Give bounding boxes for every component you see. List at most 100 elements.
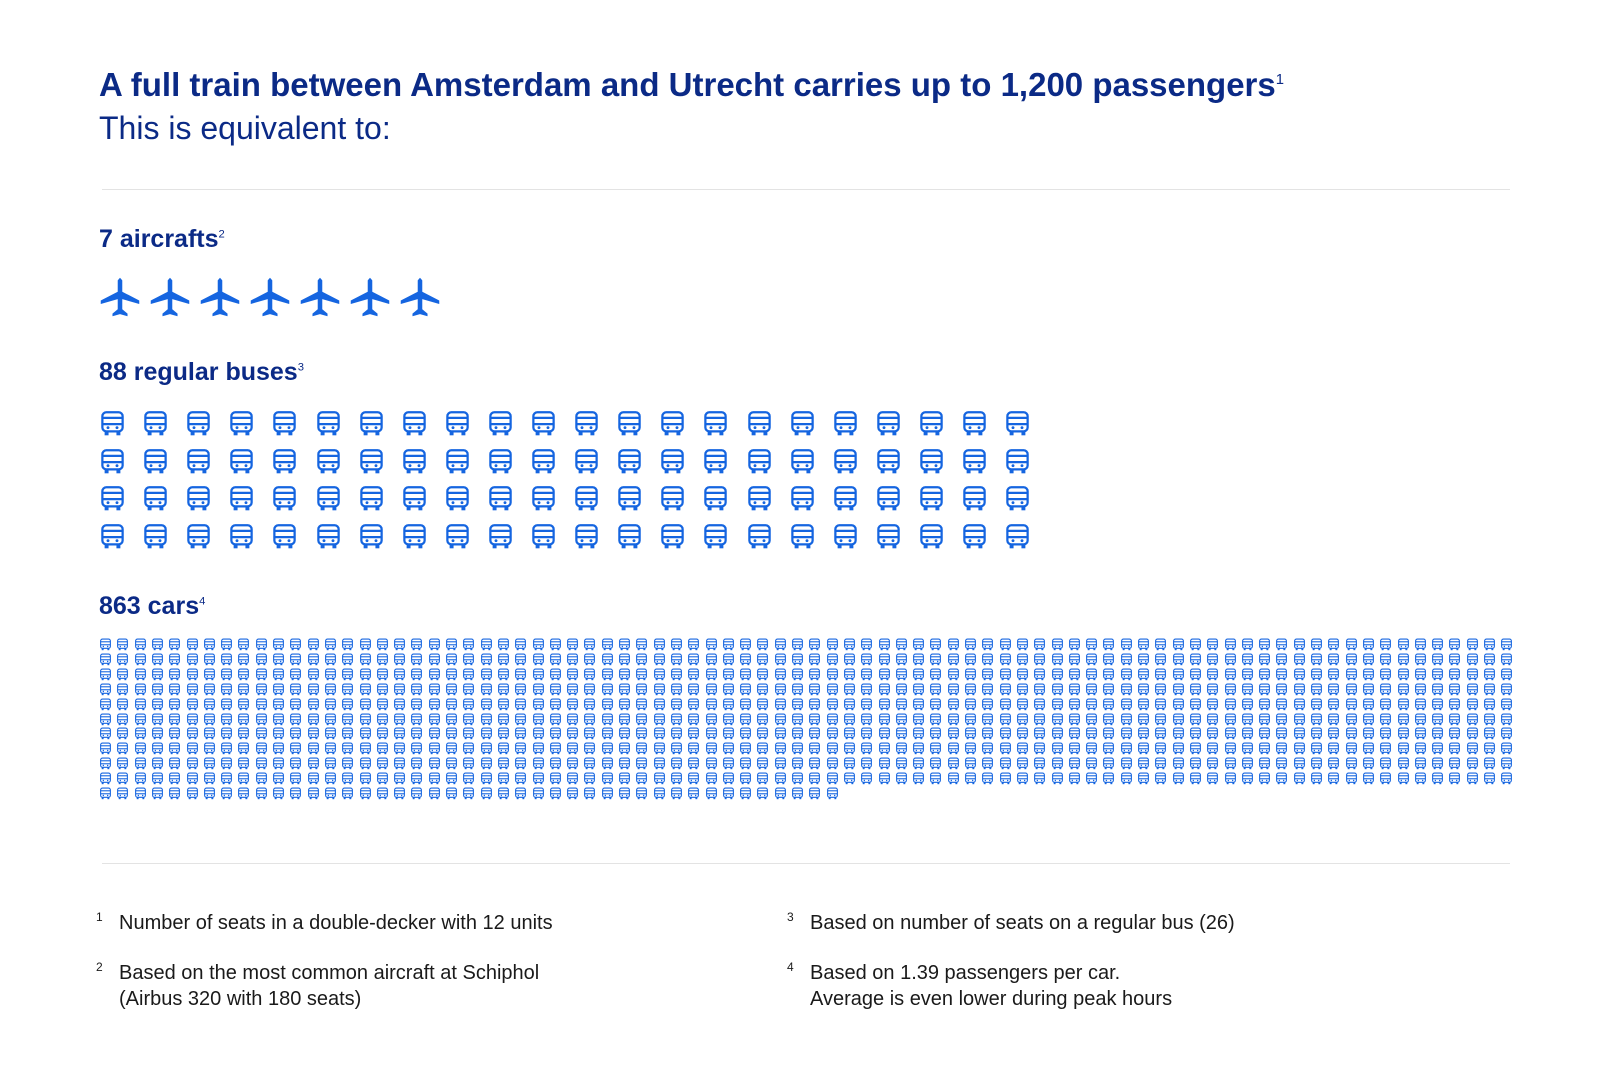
car-icon (273, 698, 284, 710)
bus-icon (790, 448, 814, 473)
bus-icon (661, 486, 685, 511)
car-icon (619, 742, 630, 755)
car-icon (117, 787, 129, 800)
car-icon (999, 772, 1011, 785)
car-icon (376, 698, 388, 710)
car-icon (446, 638, 457, 651)
car-icon (878, 772, 890, 785)
car-icon (100, 787, 111, 800)
car-icon (290, 653, 302, 666)
car-icon (134, 698, 146, 710)
car-icon (1103, 742, 1115, 755)
car-icon (1103, 713, 1115, 725)
car-icon (930, 713, 942, 725)
car-icon (1432, 727, 1444, 740)
car-icon (1432, 757, 1444, 770)
car-footnote-ref: 4 (199, 595, 206, 608)
car-icon (134, 727, 146, 740)
car-icon (861, 713, 873, 725)
car-icon (1414, 742, 1426, 755)
car-icon (1466, 772, 1478, 785)
car-icon (1311, 713, 1322, 725)
car-icon (290, 727, 302, 740)
car-icon (1362, 668, 1374, 680)
car-icon (913, 742, 925, 755)
car-icon (826, 727, 838, 740)
car-icon (774, 772, 786, 785)
car-icon (1051, 653, 1063, 666)
car-icon (376, 742, 388, 755)
car-icon (1051, 742, 1063, 755)
car-icon (376, 757, 388, 770)
car-icon (1466, 757, 1478, 770)
bus-icon (273, 448, 297, 473)
car-icon (670, 638, 682, 651)
car-icon (428, 727, 440, 740)
car-icon (463, 698, 475, 710)
car-icon (117, 772, 129, 785)
car-icon (186, 713, 198, 725)
car-icon (1120, 727, 1132, 740)
car-icon (1138, 713, 1149, 725)
car-icon (913, 727, 925, 740)
car-icon (740, 698, 752, 710)
car-icon (999, 727, 1011, 740)
car-icon (601, 772, 613, 785)
car-icon (1466, 638, 1478, 651)
car-icon (1259, 698, 1271, 710)
car-icon (446, 772, 457, 785)
car-icon (549, 713, 561, 725)
car-icon (1276, 668, 1288, 680)
car-icon (515, 787, 527, 800)
bus-icon (963, 523, 986, 548)
car-icon (688, 772, 700, 785)
bus-icon (316, 486, 340, 511)
car-icon (1380, 638, 1392, 651)
car-icon (1034, 668, 1046, 680)
car-icon (965, 638, 976, 651)
footnote-number: 2 (96, 960, 103, 974)
bus-icon (359, 523, 383, 548)
car-icon (930, 727, 942, 740)
car-icon (532, 787, 544, 800)
car-icon (134, 742, 146, 755)
car-icon (774, 757, 786, 770)
car-icon (1397, 668, 1409, 680)
car-icon (999, 638, 1011, 651)
car-icon (1276, 698, 1288, 710)
car-icon (255, 683, 267, 695)
car-icon (653, 713, 665, 725)
car-icon (203, 727, 215, 740)
car-icon (930, 772, 942, 785)
car-icon (1068, 713, 1080, 725)
footnote-text: Based on the most common aircraft at Sch… (119, 960, 539, 1012)
car-icon (394, 698, 406, 710)
car-icon (446, 713, 457, 725)
bus-icon (489, 448, 512, 473)
car-icon (1484, 757, 1495, 770)
car-icon (636, 772, 648, 785)
car-icon (843, 683, 855, 695)
car-icon (1501, 698, 1513, 710)
car-icon (1016, 713, 1028, 725)
car-icon (895, 698, 907, 710)
car-icon (774, 653, 786, 666)
car-icon (757, 668, 769, 680)
car-icon (705, 742, 717, 755)
car-icon (1432, 772, 1444, 785)
car-icon (273, 772, 284, 785)
car-icon (1189, 727, 1201, 740)
car-icon (567, 772, 579, 785)
car-icon (1449, 653, 1461, 666)
car-icon (757, 772, 769, 785)
car-icon (151, 698, 163, 710)
car-icon (584, 757, 596, 770)
car-icon (117, 727, 129, 740)
bus-icon (532, 448, 555, 473)
car-icon (255, 698, 267, 710)
car-icon (688, 757, 700, 770)
car-icon (999, 668, 1011, 680)
car-icon (740, 683, 752, 695)
car-icon (843, 772, 855, 785)
car-icon (809, 683, 821, 695)
